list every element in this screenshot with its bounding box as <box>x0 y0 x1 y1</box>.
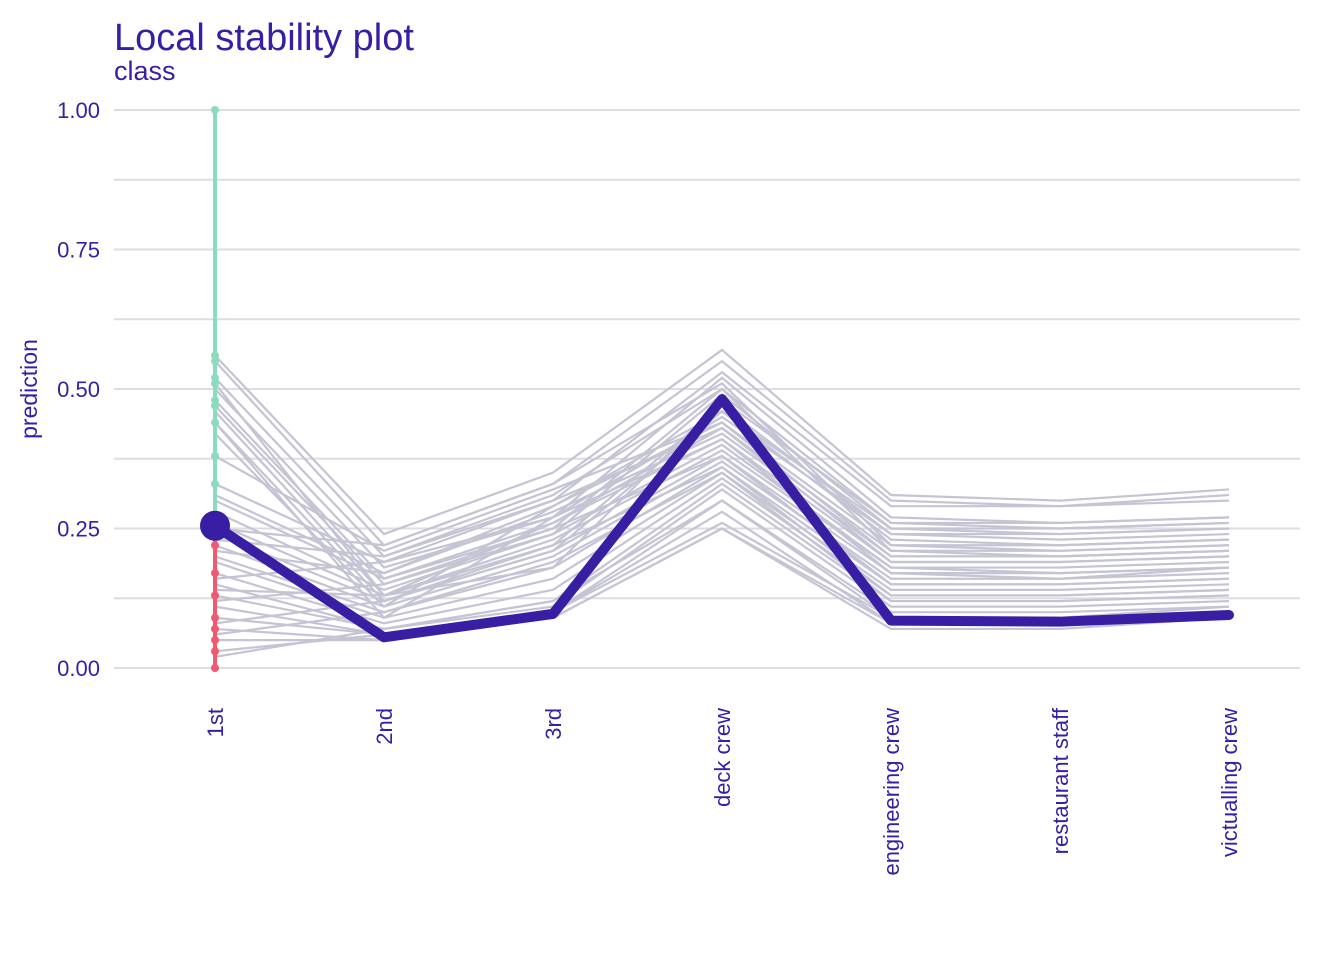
chart-subtitle: class <box>114 56 176 86</box>
neighbor-lines <box>214 348 1230 658</box>
residual-point <box>211 396 219 405</box>
neighbor-line <box>214 443 1230 592</box>
x-tick-label: deck crew <box>710 708 735 807</box>
y-axis-ticks: 0.00 0.25 0.50 0.75 1.00 <box>57 98 100 681</box>
x-axis-ticks: 1st 2nd 3rd deck crew engineering crew restau… <box>203 707 1242 875</box>
neighbor-line <box>214 437 1230 580</box>
neighbor-line <box>214 437 1230 580</box>
neighbor-line <box>214 387 1230 558</box>
neighbor-line <box>214 432 1230 575</box>
residual-point <box>211 373 219 382</box>
neighbor-line <box>214 488 1230 631</box>
y-tick-label: 0.50 <box>57 377 100 402</box>
y-axis-title: prediction <box>16 339 42 439</box>
neighbor-line <box>214 454 1230 603</box>
neighbor-line <box>214 471 1230 636</box>
neighbor-line <box>214 426 1230 597</box>
neighbor-line <box>214 348 1230 536</box>
neighbor-line <box>214 415 1230 620</box>
observation-line <box>200 394 1234 643</box>
residual-point <box>211 351 219 360</box>
y-tick-label: 0.25 <box>57 517 100 542</box>
y-tick-label: 0.00 <box>57 656 100 681</box>
x-tick-label: 3rd <box>541 708 566 740</box>
residual-point <box>211 357 219 366</box>
chart-title: Local stability plot <box>114 17 414 59</box>
observation-line-path <box>210 394 1234 643</box>
residual-point <box>211 379 219 388</box>
neighbor-line <box>214 421 1230 553</box>
x-tick-label: restaurant staff <box>1048 707 1073 854</box>
neighbor-line <box>214 410 1230 609</box>
observation-point <box>200 510 230 541</box>
y-tick-label: 0.75 <box>57 238 100 263</box>
x-tick-label: 1st <box>203 708 228 737</box>
neighbor-line <box>214 465 1230 625</box>
residual-point <box>211 479 219 488</box>
y-tick-label: 1.00 <box>57 98 100 123</box>
residual-point <box>211 106 219 114</box>
residual-point <box>211 418 219 427</box>
neighbor-line <box>214 382 1230 547</box>
residual-point <box>211 401 219 410</box>
neighbor-line <box>214 421 1230 575</box>
residual-segments <box>211 106 219 672</box>
x-tick-label: engineering crew <box>879 708 904 876</box>
x-tick-label: 2nd <box>372 708 397 745</box>
residual-point <box>211 451 219 460</box>
residual-point <box>211 664 219 672</box>
x-tick-label: victualling crew <box>1217 708 1242 857</box>
